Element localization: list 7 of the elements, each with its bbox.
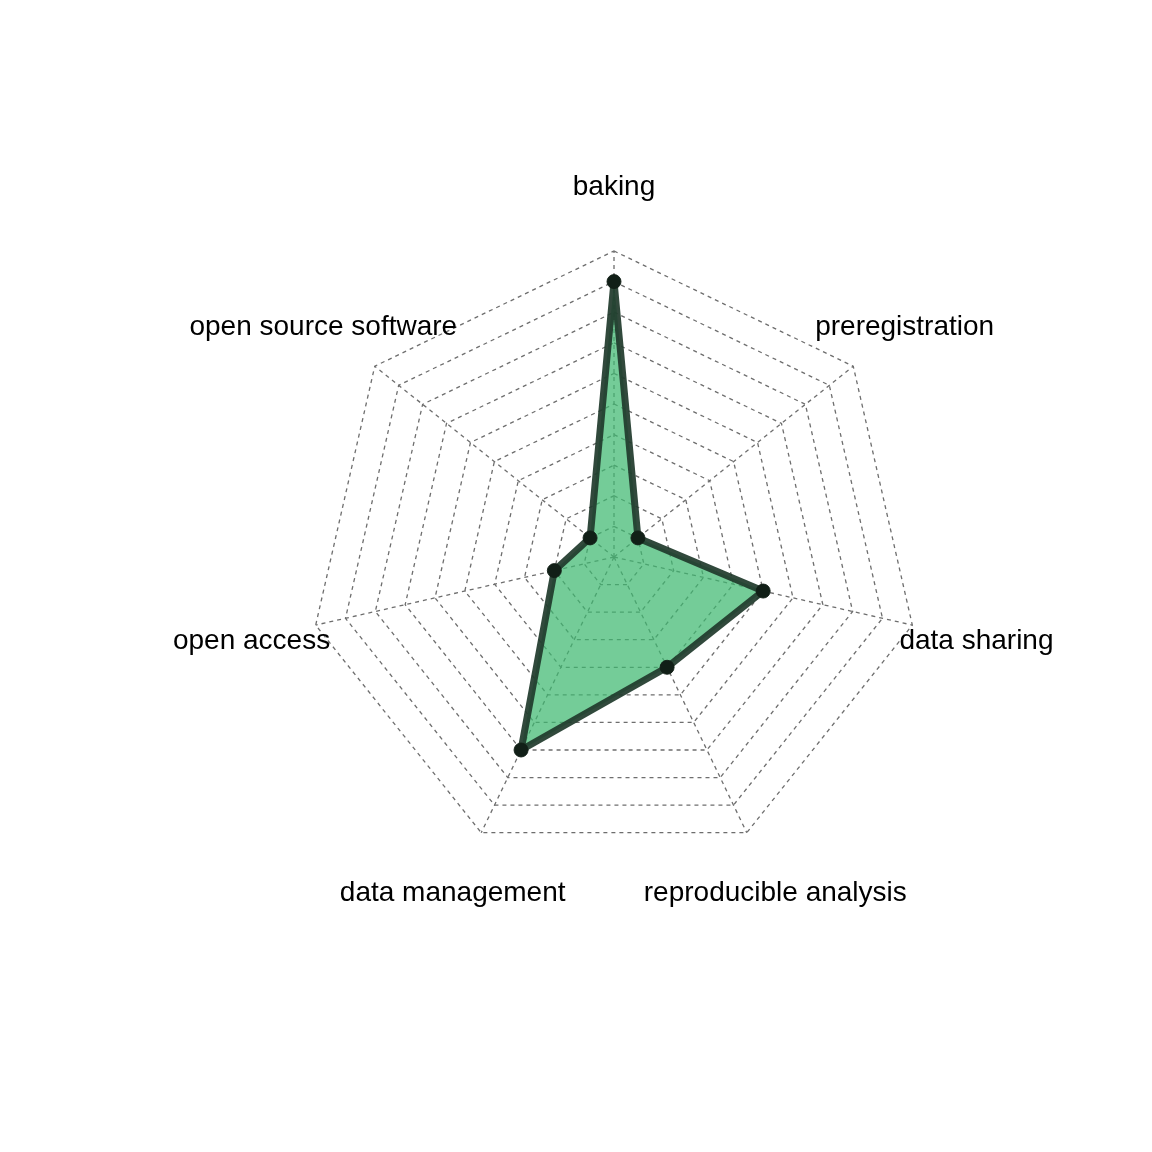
spoke-label: open access [172,624,331,656]
spoke-label: reproducible analysis [643,876,907,908]
spoke-label: preregistration [815,309,995,341]
spoke-label: data management [339,876,566,908]
spoke-label: baking [572,169,656,201]
spoke-label: data sharing [899,624,1054,656]
spoke-label: open source software [189,309,458,341]
